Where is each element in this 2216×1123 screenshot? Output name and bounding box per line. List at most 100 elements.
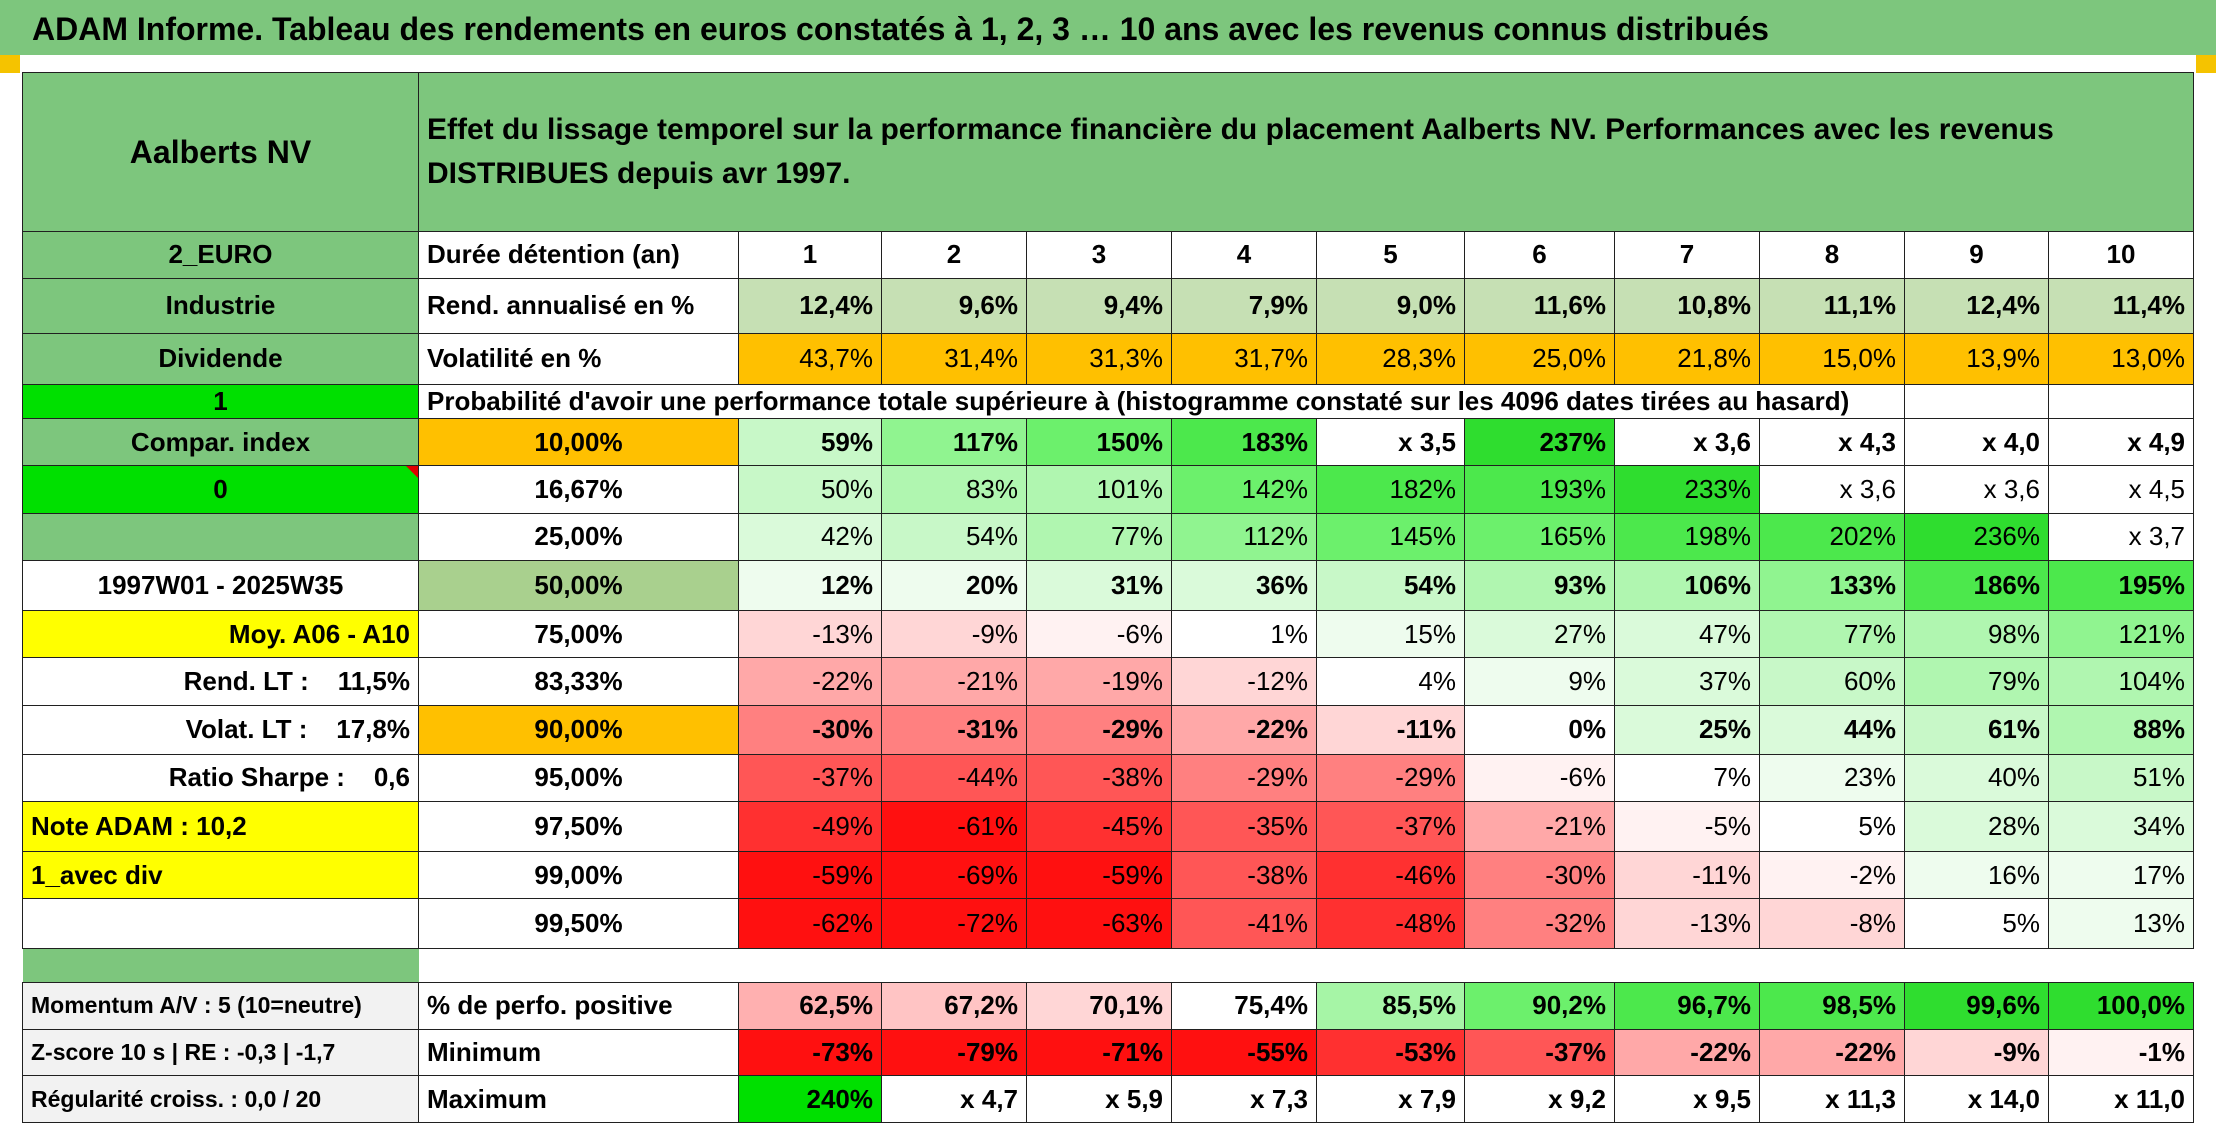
probability-value: 9% bbox=[1464, 657, 1615, 707]
table-row: 1997W01 - 2025W35 50,00% 12% 20% 31% 36% 54% 93… bbox=[22, 559, 2195, 611]
table-row: 1_avec div 99,00% -59% -69% -59% -38% -46% -30%… bbox=[22, 851, 2195, 900]
summary-value: 100,0% bbox=[2047, 981, 2195, 1030]
probability-value: x 3,6 bbox=[1904, 465, 2049, 515]
probability-value: -6% bbox=[1026, 609, 1172, 659]
probability-value: -62% bbox=[738, 898, 882, 949]
probability-value: 50% bbox=[738, 465, 882, 515]
probability-value: -22% bbox=[1171, 705, 1317, 755]
rend-value: 9,4% bbox=[1026, 277, 1172, 334]
note-adam-label: Note ADAM : 10,2 bbox=[22, 800, 419, 853]
summary-value: 96,7% bbox=[1614, 981, 1760, 1030]
probability-threshold: 99,50% bbox=[418, 898, 739, 949]
spacer-cell bbox=[419, 948, 2194, 982]
probability-value: 54% bbox=[881, 513, 1027, 561]
probability-value: 15% bbox=[1316, 609, 1465, 659]
rend-value: 10,8% bbox=[1614, 277, 1760, 334]
probability-value: 20% bbox=[881, 559, 1027, 611]
probability-value: -9% bbox=[881, 609, 1027, 659]
probability-threshold: 97,50% bbox=[418, 800, 739, 853]
probability-value: 121% bbox=[2047, 609, 2195, 659]
probability-value: -30% bbox=[1464, 851, 1615, 900]
probability-value: -35% bbox=[1171, 800, 1317, 853]
probability-value: x 3,7 bbox=[2047, 513, 2195, 561]
sector-label: Industrie bbox=[22, 277, 419, 334]
probability-value: 47% bbox=[1614, 609, 1760, 659]
summary-value: -1% bbox=[2047, 1028, 2195, 1077]
corner-marker-left bbox=[0, 55, 20, 73]
div-mode-label: 1_avec div bbox=[22, 851, 419, 900]
probability-value: -8% bbox=[1759, 898, 1905, 949]
probability-value: 101% bbox=[1026, 465, 1172, 515]
probability-value: 40% bbox=[1904, 753, 2049, 802]
report-title: ADAM Informe. Tableau des rendements en … bbox=[0, 0, 2216, 55]
rend-value: 7,9% bbox=[1171, 277, 1317, 334]
summary-value: x 14,0 bbox=[1904, 1075, 2049, 1123]
vol-value: 21,8% bbox=[1614, 332, 1760, 385]
probability-value: -29% bbox=[1171, 753, 1317, 802]
summary-value: x 9,2 bbox=[1464, 1075, 1615, 1123]
probability-value: -22% bbox=[738, 657, 882, 707]
probability-value: 98% bbox=[1904, 609, 2049, 659]
table-row: Moy. A06 - A10 75,00% -13% -9% -6% 1% 15% 27% 47… bbox=[22, 609, 2195, 659]
probability-threshold: 75,00% bbox=[418, 609, 739, 659]
summary-value: 75,4% bbox=[1171, 981, 1317, 1030]
probability-value: -61% bbox=[881, 800, 1027, 853]
probability-value: x 3,5 bbox=[1316, 417, 1465, 467]
table-row: Ratio Sharpe : 0,6 95,00% -37% -44% -38% -29%… bbox=[22, 753, 2195, 802]
probability-value: -48% bbox=[1316, 898, 1465, 949]
rend-value: 11,6% bbox=[1464, 277, 1615, 334]
summary-value: -22% bbox=[1759, 1028, 1905, 1077]
probability-value: 59% bbox=[738, 417, 882, 467]
vol-value: 31,7% bbox=[1171, 332, 1317, 385]
rend-value: 9,6% bbox=[881, 277, 1027, 334]
probability-value: -5% bbox=[1614, 800, 1760, 853]
probability-value: 44% bbox=[1759, 705, 1905, 755]
table-row: Momentum A/V : 5 (10=neutre)% de perfo. … bbox=[22, 981, 2195, 1030]
table-row: 99,50% -62% -72% -63% -41% -48% -32% -13% -8% 5% 1… bbox=[22, 898, 2195, 949]
probability-value: 27% bbox=[1464, 609, 1615, 659]
summary-value: -9% bbox=[1904, 1028, 2049, 1077]
probability-value: 60% bbox=[1759, 657, 1905, 707]
probability-value: 0% bbox=[1464, 705, 1615, 755]
probability-value: 79% bbox=[1904, 657, 2049, 707]
probability-value: 54% bbox=[1316, 559, 1465, 611]
probability-value: -38% bbox=[1026, 753, 1172, 802]
probability-value: 165% bbox=[1464, 513, 1615, 561]
summary-value: 70,1% bbox=[1026, 981, 1172, 1030]
vol-value: 31,3% bbox=[1026, 332, 1172, 385]
summary-value: 90,2% bbox=[1464, 981, 1615, 1030]
returns-table: Aalberts NV Effet du lissage temporel sur… bbox=[22, 71, 2195, 1123]
regularite-label: Régularité croiss. : 0,0 / 20 bbox=[22, 1075, 419, 1123]
year-header: 7 bbox=[1614, 231, 1760, 279]
probability-value: 5% bbox=[1904, 898, 2049, 949]
probability-value: -29% bbox=[1026, 705, 1172, 755]
probability-value: -32% bbox=[1464, 898, 1615, 949]
summary-value: -22% bbox=[1614, 1028, 1760, 1077]
probability-value: -12% bbox=[1171, 657, 1317, 707]
index-label: 2_EURO bbox=[22, 231, 419, 279]
compar-index-label: Compar. index bbox=[22, 417, 419, 467]
probability-threshold: 25,00% bbox=[418, 513, 739, 561]
year-header: 5 bbox=[1316, 231, 1465, 279]
probability-threshold: 16,67% bbox=[418, 465, 739, 515]
summary-label: % de perfo. positive bbox=[418, 981, 739, 1030]
year-header: 9 bbox=[1904, 231, 2049, 279]
sharpe-label: Ratio Sharpe : 0,6 bbox=[22, 753, 419, 802]
vol-value: 43,7% bbox=[738, 332, 882, 385]
table-row: 0 16,67% 50% 83% 101% 142% 182% 193% 233% x 3,6 x … bbox=[22, 465, 2195, 515]
dividend-label: Dividende bbox=[22, 332, 419, 385]
summary-value: 240% bbox=[738, 1075, 882, 1123]
summary-value: x 11,0 bbox=[2047, 1075, 2195, 1123]
probability-value: 236% bbox=[1904, 513, 2049, 561]
probability-value: 195% bbox=[2047, 559, 2195, 611]
probability-value: 12% bbox=[738, 559, 882, 611]
vol-value: 13,9% bbox=[1904, 332, 2049, 385]
summary-value: 99,6% bbox=[1904, 981, 2049, 1030]
summary-value: x 5,9 bbox=[1026, 1075, 1172, 1123]
probability-value: x 3,6 bbox=[1614, 417, 1760, 467]
table-row: Dividende Volatilité en % 43,7% 31,4% 31,3% 3… bbox=[22, 332, 2195, 385]
probability-value: -37% bbox=[738, 753, 882, 802]
probability-value: -69% bbox=[881, 851, 1027, 900]
probability-value: 112% bbox=[1171, 513, 1317, 561]
probability-value: -37% bbox=[1316, 800, 1465, 853]
